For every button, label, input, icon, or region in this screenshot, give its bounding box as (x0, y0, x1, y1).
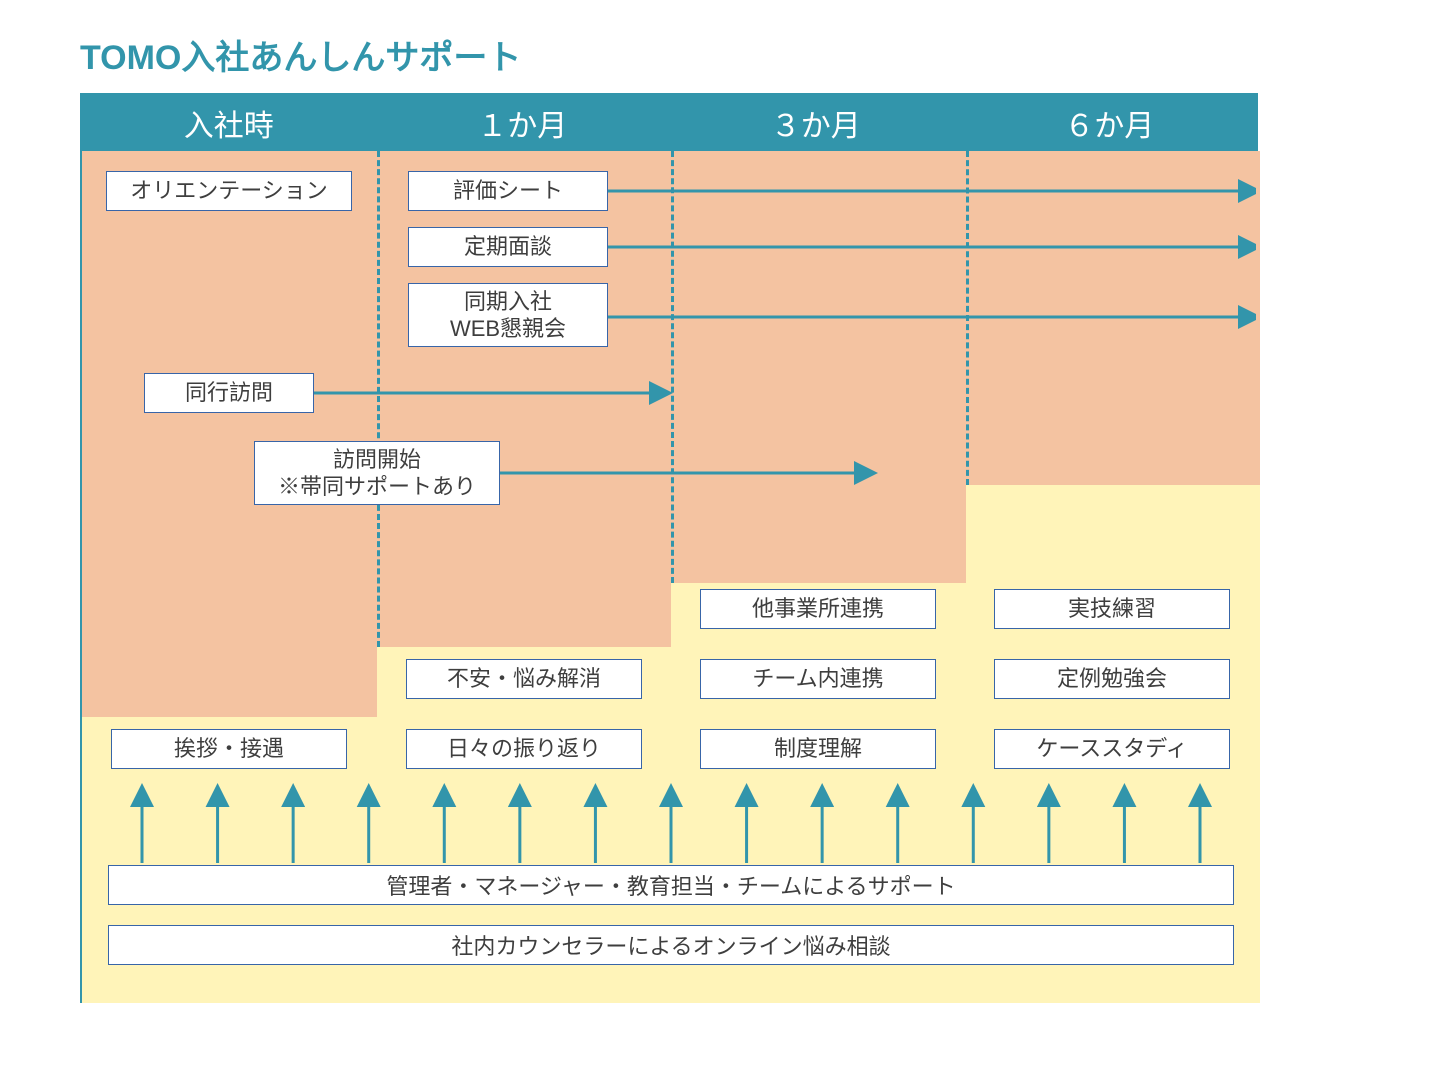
column-divider (966, 151, 969, 485)
timeline-chart: 入社時 １か月 ３か月 ６か月 オリエンテーション 評価シート定期面談同期入社WE… (80, 93, 1258, 1003)
box-case-study: ケーススタディ (994, 729, 1230, 769)
header-row: 入社時 １か月 ３か月 ６か月 (82, 95, 1256, 151)
column-divider (671, 151, 674, 583)
box-anxiety: 不安・悩み解消 (406, 659, 642, 699)
bar-manager-support: 管理者・マネージャー・教育担当・チームによるサポート (108, 865, 1234, 905)
box-practice: 実技練習 (994, 589, 1230, 629)
header-cell-3: ６か月 (963, 95, 1257, 151)
box-web-party: 同期入社WEB懇親会 (408, 283, 608, 347)
bar-counselor-support: 社内カウンセラーによるオンライン悩み相談 (108, 925, 1234, 965)
orange-bg (82, 485, 966, 583)
header-cell-2: ３か月 (669, 95, 963, 151)
box-reflection: 日々の振り返り (406, 729, 642, 769)
header-cell-0: 入社時 (82, 95, 376, 151)
box-study: 定例勉強会 (994, 659, 1230, 699)
box-accompany: 同行訪問 (144, 373, 314, 413)
header-cell-1: １か月 (376, 95, 670, 151)
box-orientation: オリエンテーション (106, 171, 352, 211)
box-visit-start: 訪問開始※帯同サポートあり (254, 441, 500, 505)
box-team-coop: チーム内連携 (700, 659, 936, 699)
box-other-office: 他事業所連携 (700, 589, 936, 629)
orange-bg (82, 647, 377, 717)
yellow-bg (966, 485, 1260, 583)
box-eval-sheet: 評価シート (408, 171, 608, 211)
page-title: TOMO入社あんしんサポート (80, 30, 1258, 79)
box-greeting: 挨拶・接遇 (111, 729, 347, 769)
box-system: 制度理解 (700, 729, 936, 769)
box-regular-mtg: 定期面談 (408, 227, 608, 267)
column-divider (377, 151, 380, 647)
